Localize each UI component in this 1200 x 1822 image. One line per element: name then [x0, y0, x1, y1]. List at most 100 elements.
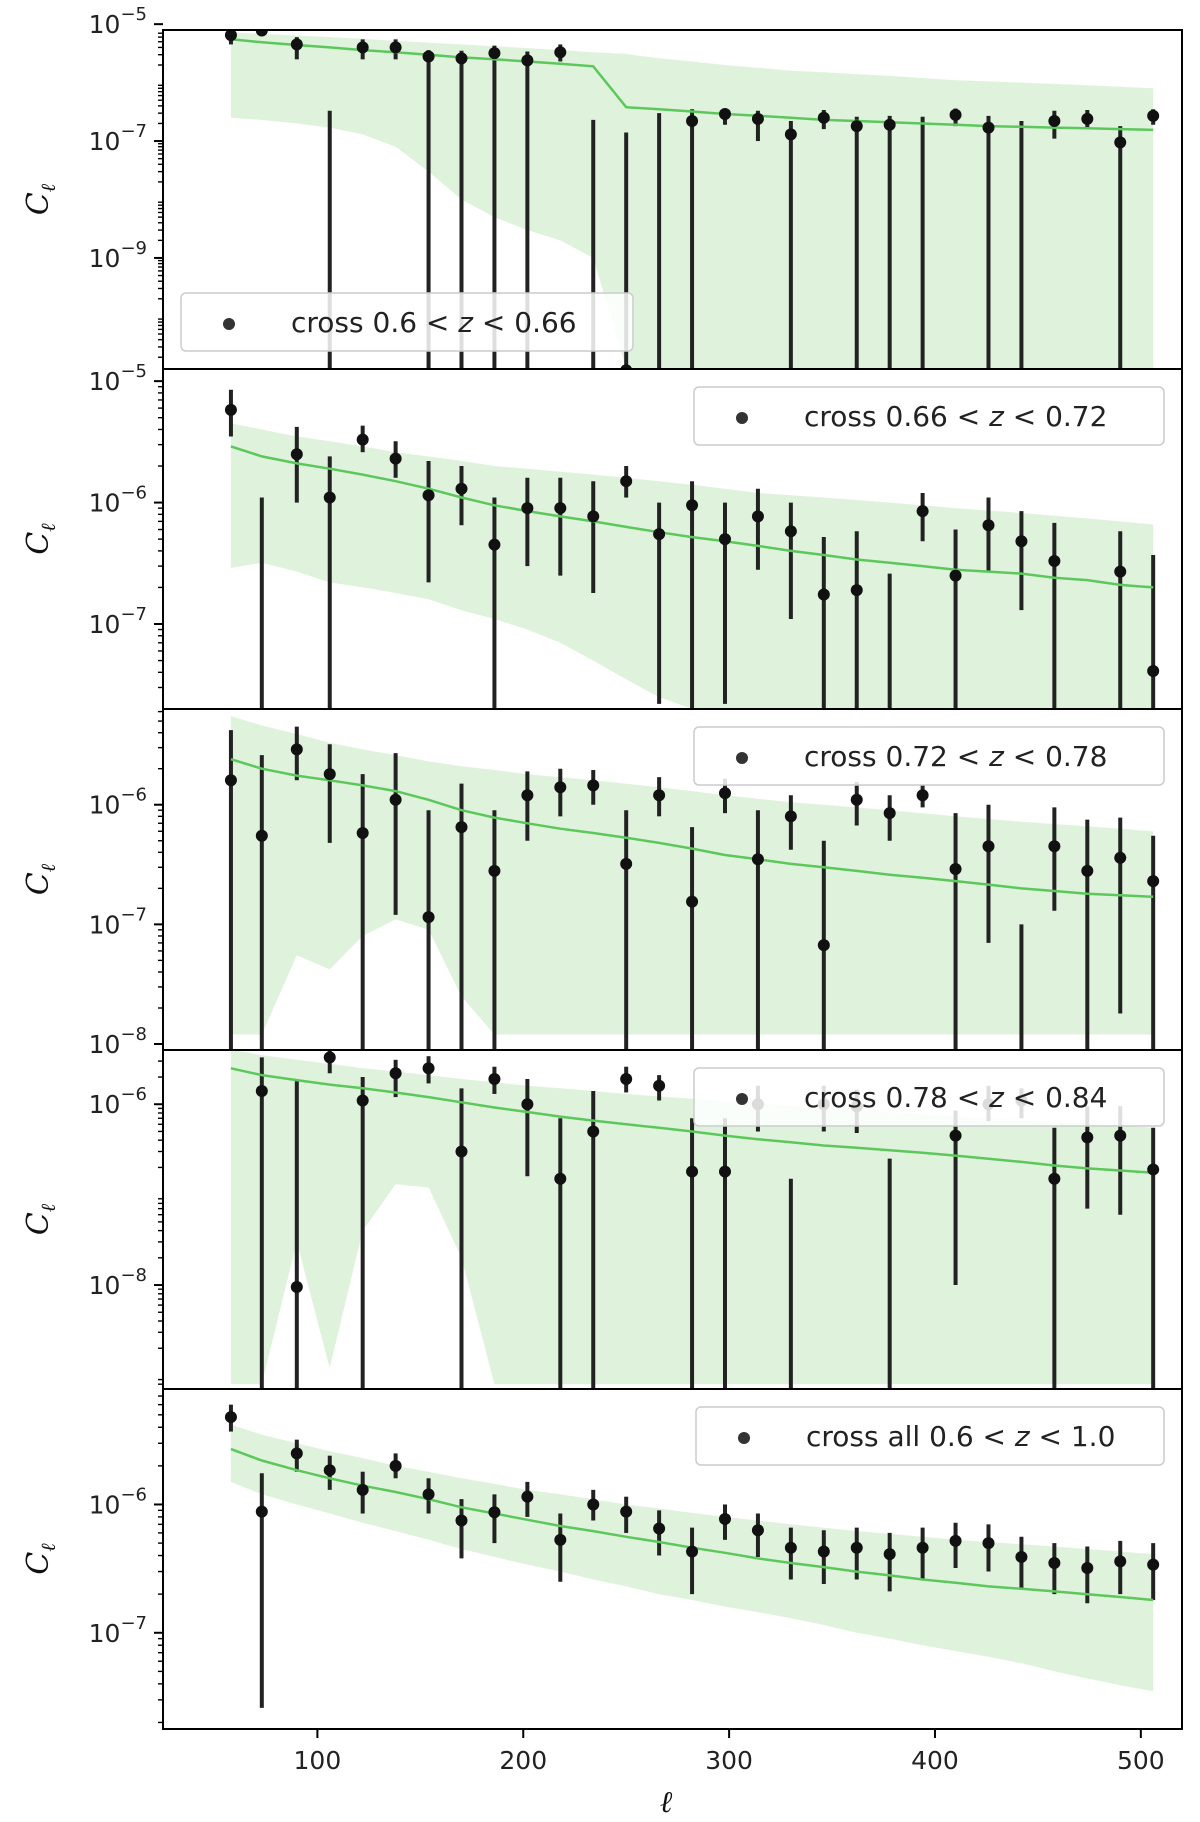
data-point: [290, 1281, 303, 1294]
data-point: [521, 54, 534, 67]
data-point: [784, 1541, 797, 1554]
data-point: [653, 528, 666, 541]
data-point: [916, 1541, 929, 1554]
legend-box: [695, 1406, 1165, 1466]
data-point: [718, 108, 731, 121]
y-tick-label: 10−6: [89, 1484, 147, 1519]
data-point: [356, 827, 369, 840]
data-point: [587, 1498, 600, 1511]
model-line: [230, 758, 1154, 899]
data-point: [653, 1522, 666, 1535]
data-point: [817, 588, 830, 601]
data-point: [817, 939, 830, 952]
data-point: [653, 1079, 666, 1092]
model-line: [230, 445, 1154, 589]
y-tick-label: 10−7: [89, 121, 147, 156]
legend-marker: [736, 1093, 748, 1105]
y-axis-label: Cℓ: [21, 1203, 60, 1235]
data-point: [554, 46, 567, 59]
legend-box: [693, 386, 1165, 446]
data-point: [224, 1411, 237, 1424]
data-point: [389, 793, 402, 806]
legend: cross 0.6 < z < 0.66: [180, 292, 634, 352]
panel-2: 10−5 10−6 10−7 Cℓ cross 0.66 < z < 0.72: [21, 361, 1183, 710]
data-point: [1081, 1561, 1094, 1574]
data-point: [1147, 1163, 1160, 1176]
data-point: [1048, 115, 1061, 128]
data-point: [1114, 565, 1127, 578]
x-axis-label: ℓ: [660, 1785, 673, 1820]
data-point: [949, 1129, 962, 1142]
data-point: [982, 121, 995, 134]
data-point: [949, 569, 962, 582]
y-tick-label: 10−5: [89, 361, 147, 396]
data-point: [620, 1073, 633, 1086]
data-point: [1015, 1550, 1028, 1563]
data-point: [255, 30, 268, 37]
data-point: [1081, 1131, 1094, 1144]
data-point: [784, 525, 797, 538]
data-point: [323, 768, 336, 781]
legend-label: cross all 0.6 < z < 1.0: [806, 1420, 1115, 1453]
data-point: [1048, 1172, 1061, 1185]
data-point: [422, 50, 435, 63]
data-point: [455, 1514, 468, 1527]
legend-marker: [736, 752, 748, 764]
data-point: [455, 1145, 468, 1158]
panel-1: 10−5 10−7 10−9 Cℓ cross 0.6 < z < 0.66: [21, 4, 1183, 370]
data-point: [488, 538, 501, 551]
data-point: [422, 1062, 435, 1075]
data-point: [255, 1085, 268, 1098]
data-point: [916, 789, 929, 802]
data-point: [255, 1505, 268, 1518]
y-tick-label: 10−7: [89, 1613, 147, 1648]
data-point: [850, 120, 863, 133]
data-point: [488, 864, 501, 877]
data-point: [949, 1534, 962, 1547]
data-point: [949, 108, 962, 121]
data-point: [488, 1073, 501, 1086]
data-point: [323, 1464, 336, 1477]
data-point: [653, 789, 666, 802]
legend-box: [693, 1067, 1165, 1127]
data-point: [389, 1067, 402, 1080]
data-point: [290, 1447, 303, 1460]
data-point: [817, 111, 830, 124]
data-point: [255, 829, 268, 842]
data-point: [949, 863, 962, 876]
data-point: [1114, 851, 1127, 864]
data-point: [290, 38, 303, 51]
data-point: [1081, 112, 1094, 125]
data-point: [389, 452, 402, 465]
legend: cross all 0.6 < z < 1.0: [695, 1406, 1165, 1466]
data-point: [356, 41, 369, 54]
x-tick-label: 100: [294, 1746, 342, 1775]
data-point: [422, 911, 435, 924]
y-axis-label: Cℓ: [21, 183, 60, 215]
x-tick-label: 500: [1117, 1746, 1165, 1775]
y-axis-label: Cℓ: [21, 523, 60, 555]
data-point: [422, 489, 435, 502]
data-point: [686, 1545, 699, 1558]
data-point: [1147, 875, 1160, 888]
model-line: [230, 38, 1154, 132]
data-point: [422, 1488, 435, 1501]
legend-label: cross 0.6 < z < 0.66: [291, 306, 577, 339]
panel-frame: [162, 1388, 1183, 1730]
y-tick-label: 10−8: [89, 1024, 147, 1059]
data-point: [1048, 840, 1061, 853]
data-point: [323, 491, 336, 504]
plot-area: [224, 716, 1160, 1050]
data-point: [554, 1533, 567, 1546]
panel-3: 10−6 10−7 10−8 Cℓ cross 0.72 < z < 0.78: [21, 708, 1183, 1059]
data-point: [718, 1165, 731, 1178]
data-point: [883, 807, 896, 820]
data-point: [751, 510, 764, 523]
legend-marker: [223, 318, 235, 330]
data-point: [455, 482, 468, 495]
legend-box: [693, 726, 1165, 786]
x-tick-label: 300: [705, 1746, 753, 1775]
data-point: [883, 118, 896, 131]
data-point: [620, 364, 633, 369]
